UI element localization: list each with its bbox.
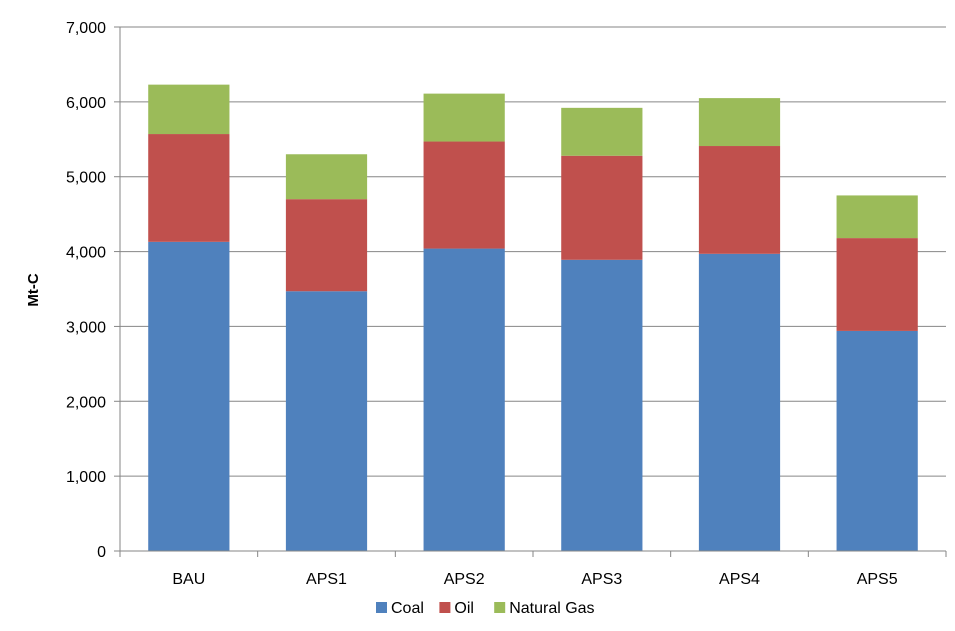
y-tick-label: 3,000 — [66, 319, 106, 336]
bar-coal-aps1 — [285, 291, 368, 551]
legend-label-oil: Oil — [454, 600, 474, 617]
bar-oil-bau — [148, 134, 230, 242]
bar-coal-bau — [148, 241, 230, 551]
y-axis-label: Mt-C — [25, 273, 42, 306]
bar-natural-gas-aps2 — [423, 93, 505, 142]
bar-natural-gas-bau — [148, 84, 230, 135]
bar-natural-gas-aps4 — [698, 98, 781, 147]
bars — [148, 84, 918, 551]
y-tick-label: 1,000 — [66, 469, 106, 486]
legend-swatch-natural-gas — [494, 602, 506, 613]
bar-coal-aps5 — [836, 330, 918, 551]
bar-natural-gas-aps1 — [285, 154, 368, 200]
bar-natural-gas-aps3 — [561, 107, 643, 156]
bar-coal-aps4 — [698, 253, 781, 551]
x-tick-label: APS1 — [306, 571, 347, 588]
x-tick-label: BAU — [172, 571, 205, 588]
y-tick-label: 7,000 — [66, 20, 106, 37]
y-tick-label: 2,000 — [66, 394, 106, 411]
bar-oil-aps2 — [423, 141, 505, 249]
bar-coal-aps2 — [423, 248, 505, 551]
gridlines — [114, 26, 946, 552]
x-tick-label: APS2 — [444, 571, 485, 588]
y-tick-label: 6,000 — [66, 95, 106, 112]
bar-natural-gas-aps5 — [836, 195, 918, 239]
x-tick-label: APS3 — [581, 571, 622, 588]
x-tick-labels: BAU APS1 APS2 APS3 APS4 APS5 — [172, 571, 897, 588]
bar-oil-aps5 — [836, 238, 918, 331]
axes — [119, 27, 947, 557]
bar-oil-aps3 — [561, 155, 643, 260]
legend-label-coal: Coal — [391, 600, 424, 617]
x-tick-label: APS5 — [857, 571, 898, 588]
y-tick-labels: 0 1,000 2,000 3,000 4,000 5,000 6,000 7,000 — [66, 20, 106, 561]
bar-oil-aps4 — [698, 146, 781, 254]
legend: Coal Oil Natural Gas — [376, 600, 595, 617]
y-tick-label: 0 — [97, 544, 106, 561]
y-tick-label: 4,000 — [66, 245, 106, 262]
bar-coal-aps3 — [561, 259, 643, 551]
x-tick-label: APS4 — [719, 571, 760, 588]
legend-label-natural-gas: Natural Gas — [509, 600, 594, 617]
bar-oil-aps1 — [285, 199, 368, 292]
legend-swatch-oil — [439, 602, 451, 613]
legend-swatch-coal — [376, 602, 387, 613]
y-tick-label: 5,000 — [66, 170, 106, 187]
